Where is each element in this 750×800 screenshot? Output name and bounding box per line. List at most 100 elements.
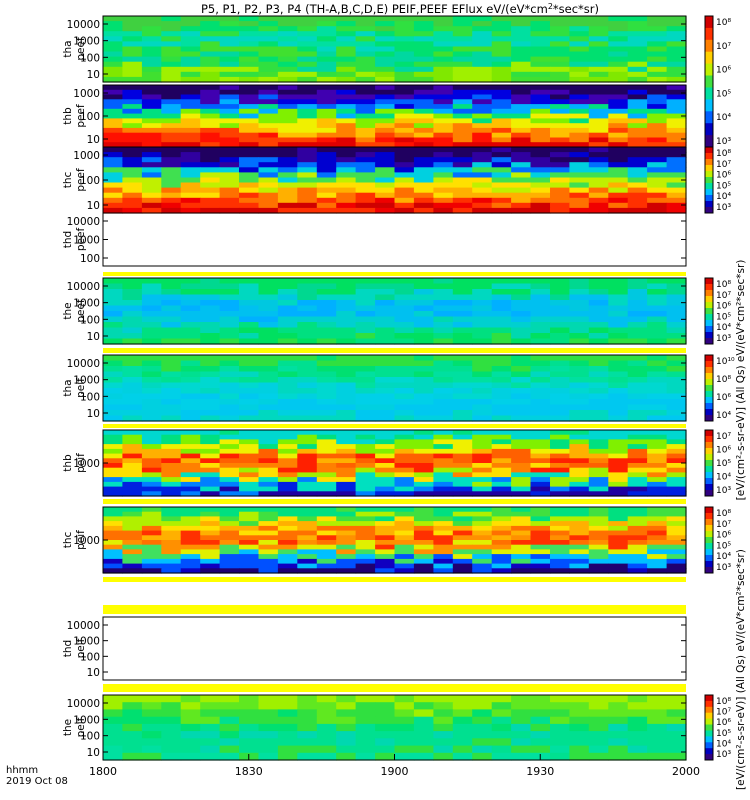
spectrogram-cell bbox=[316, 71, 337, 78]
spectrogram-cell bbox=[588, 723, 609, 732]
spectrogram-cell bbox=[277, 511, 298, 517]
spectrogram-cell bbox=[375, 338, 396, 345]
spectrogram-cell bbox=[122, 316, 143, 323]
spectrogram-cell bbox=[511, 453, 532, 459]
spectrogram-cell bbox=[433, 147, 454, 153]
spectrogram-cell bbox=[608, 563, 629, 569]
spectrogram-cell bbox=[413, 278, 434, 285]
spectrogram-cell bbox=[316, 94, 337, 100]
spectrogram-cell bbox=[491, 709, 512, 718]
spectrogram-cell bbox=[103, 371, 123, 378]
spectrogram-cell bbox=[141, 322, 162, 329]
spectrogram-cell bbox=[627, 16, 648, 22]
spectrogram-cell bbox=[200, 444, 221, 450]
spectrogram-cell bbox=[588, 66, 609, 73]
spectrogram-cell bbox=[219, 491, 240, 497]
spectrogram-cell bbox=[413, 187, 434, 194]
spectrogram-cell bbox=[161, 283, 182, 290]
spectrogram-cell bbox=[239, 448, 259, 455]
colorbar-tick-label: 10⁷ bbox=[716, 160, 731, 170]
spectrogram-cell bbox=[627, 360, 648, 367]
spectrogram-cell bbox=[103, 723, 123, 732]
spectrogram-cell bbox=[491, 388, 512, 395]
spectrogram-cell bbox=[161, 187, 182, 194]
spectrogram-cell bbox=[452, 481, 473, 488]
spectrogram-cell bbox=[472, 51, 493, 58]
spectrogram-cell bbox=[472, 393, 493, 400]
spectrogram-cell bbox=[239, 511, 259, 517]
spectrogram-cell bbox=[316, 327, 337, 334]
spectrogram-cell bbox=[239, 71, 259, 78]
spectrogram-cell bbox=[608, 167, 629, 173]
spectrogram-cell bbox=[297, 355, 318, 362]
spectrogram-cell bbox=[569, 16, 590, 22]
spectrogram-cell bbox=[277, 66, 298, 73]
spectrogram-cell bbox=[666, 41, 687, 48]
spectrogram-cell bbox=[141, 399, 162, 406]
spectrogram-cell bbox=[103, 355, 123, 362]
colorbar-tick-label: 10⁴ bbox=[716, 552, 731, 562]
spectrogram-cell bbox=[530, 558, 551, 565]
spectrogram-cell bbox=[180, 563, 201, 569]
spectrogram-cell bbox=[550, 71, 570, 78]
spectrogram-cell bbox=[161, 458, 182, 464]
spectrogram-cell bbox=[219, 182, 240, 189]
spectrogram-cell bbox=[647, 51, 668, 58]
spectrogram-cell bbox=[200, 294, 221, 301]
spectrogram-cell bbox=[472, 311, 493, 318]
spectrogram-cell bbox=[103, 192, 123, 199]
spectrogram-cell bbox=[647, 738, 668, 747]
spectrogram-cell bbox=[627, 118, 648, 124]
spectrogram-cell bbox=[433, 430, 454, 436]
spectrogram-cell bbox=[141, 71, 162, 78]
spectrogram-cell bbox=[200, 716, 221, 725]
spectrogram-cell bbox=[239, 549, 259, 555]
spectrogram-cell bbox=[627, 61, 648, 68]
spectrogram-cell bbox=[122, 322, 143, 329]
spectrogram-cell bbox=[491, 187, 512, 194]
spectrogram-cell bbox=[180, 76, 201, 83]
spectrogram-cell bbox=[530, 399, 551, 406]
spectrogram-cell bbox=[394, 76, 415, 83]
spectrogram-cell bbox=[141, 716, 162, 725]
spectrogram-cell bbox=[375, 66, 396, 73]
spectrogram-cell bbox=[219, 530, 240, 536]
spectrogram-cell bbox=[569, 388, 590, 395]
spectrogram-cell bbox=[122, 41, 143, 48]
spectrogram-cell bbox=[413, 472, 434, 478]
spectrogram-cell bbox=[472, 182, 493, 189]
spectrogram-cell bbox=[472, 382, 493, 389]
spectrogram-cell bbox=[122, 439, 143, 445]
spectrogram-cell bbox=[316, 530, 337, 536]
spectrogram-cell bbox=[277, 305, 298, 312]
spectrogram-cell bbox=[413, 415, 434, 422]
spectrogram-cell bbox=[277, 563, 298, 569]
spectrogram-cell bbox=[647, 702, 668, 710]
spectrogram-cell bbox=[258, 355, 279, 362]
spectrogram-cell bbox=[413, 463, 434, 469]
spectrogram-cell bbox=[122, 333, 143, 340]
spectrogram-cell bbox=[122, 197, 143, 204]
spectrogram-cell bbox=[297, 71, 318, 78]
spectrogram-cell bbox=[511, 16, 532, 22]
spectrogram-cell bbox=[355, 132, 376, 139]
spectrogram-cell bbox=[219, 202, 240, 209]
spectrogram-cell bbox=[122, 137, 143, 143]
spectrogram-cell bbox=[239, 300, 259, 307]
spectrogram-cell bbox=[336, 66, 357, 73]
spectrogram-cell bbox=[122, 104, 143, 110]
colorbar-swatch bbox=[705, 403, 713, 410]
spectrogram-cell bbox=[394, 197, 415, 204]
spectrogram-cell bbox=[316, 481, 337, 488]
spectrogram-cell bbox=[472, 305, 493, 312]
spectrogram-cell bbox=[239, 147, 259, 153]
spectrogram-cell bbox=[569, 554, 590, 560]
spectrogram-cell bbox=[511, 723, 532, 732]
spectrogram-cell bbox=[550, 366, 570, 373]
spectrogram-cell bbox=[219, 388, 240, 395]
spectrogram-cell bbox=[316, 511, 337, 517]
spectrogram-cell bbox=[141, 162, 162, 168]
spectrogram-cell bbox=[433, 202, 454, 209]
spectrogram-cell bbox=[161, 439, 182, 445]
spectrogram-cell bbox=[180, 311, 201, 318]
